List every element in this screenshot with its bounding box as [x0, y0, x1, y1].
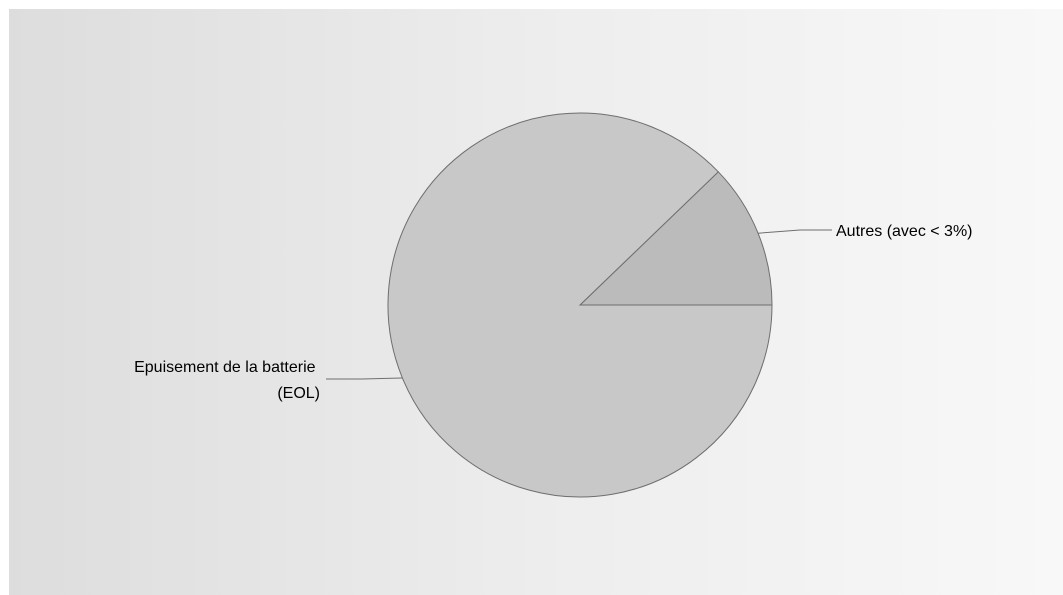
pie-slice-1: [387, 112, 773, 498]
slice-label-autres-line-1: Autres (avec < 3%): [836, 223, 973, 240]
leader-line-1: [326, 377, 403, 380]
slice-label-epuisement: Epuisement de la batterie (EOL): [134, 359, 320, 402]
slice-label-autres: Autres (avec < 3%): [836, 223, 973, 240]
leader-lines: [326, 229, 832, 380]
slice-label-epuisement-line-1: Epuisement de la batterie: [134, 359, 316, 376]
leader-line-0: [758, 229, 832, 234]
pie-slice-0: [578, 171, 773, 306]
slice-label-epuisement-line-2: (EOL): [277, 385, 320, 402]
pie-slices: [387, 112, 773, 498]
